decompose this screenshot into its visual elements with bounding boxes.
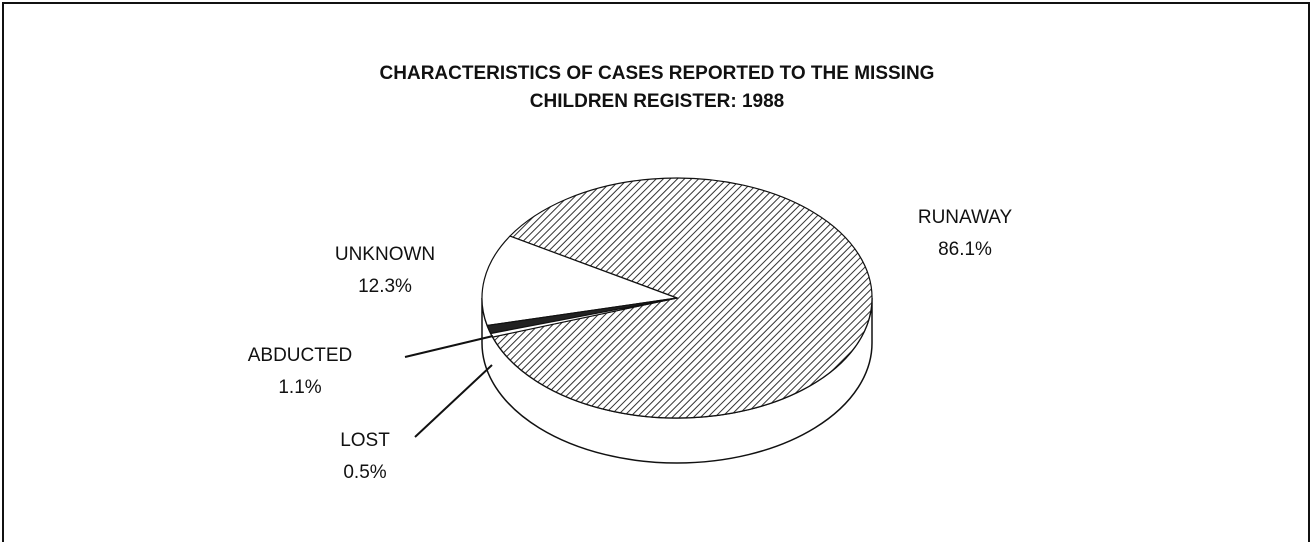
slice-value-label: 0.5% [343,462,386,483]
slice-label: RUNAWAY [918,207,1013,228]
slice-value-label: 1.1% [278,377,321,398]
slice-label: LOST [340,430,390,451]
slice-label: ABDUCTED [248,345,353,366]
pie-slice [481,235,678,327]
leader-line [404,335,494,358]
slice-label: UNKNOWN [335,244,435,265]
leader-line [414,364,493,438]
pie-slice [491,177,873,419]
slice-value-label: 86.1% [938,239,992,260]
slice-value-label: 12.3% [358,276,412,297]
chart-title: CHARACTERISTICS OF CASES REPORTED TO THE… [379,63,935,112]
